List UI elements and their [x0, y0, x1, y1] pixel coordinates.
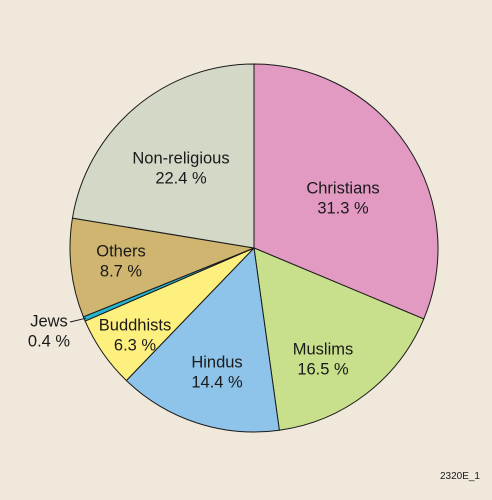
slice-name: Non-religious: [132, 150, 229, 168]
slice-name: Christians: [306, 180, 379, 198]
slice-value: 8.7 %: [100, 262, 143, 280]
slice-others: [69, 217, 255, 318]
slice-value: 22.4 %: [155, 169, 207, 187]
slice-muslims: [253, 247, 425, 431]
slice-label-buddhists: Buddhists 6.3 %: [99, 317, 171, 355]
leader-line-jews: [69, 317, 87, 323]
slice-label-hindus: Hindus 14.4 %: [191, 354, 243, 392]
slice-name: Others: [96, 243, 146, 261]
slice-value: 0.4 %: [28, 332, 71, 350]
slice-name: Muslims: [293, 341, 354, 359]
slice-label-others: Others 8.7 %: [96, 243, 146, 281]
slice-label-non-religious: Non-religious 22.4 %: [132, 150, 229, 188]
slice-value: 16.5 %: [297, 360, 349, 378]
slice-name: Buddhists: [99, 317, 171, 335]
slice-label-jews: Jews 0.4 %: [28, 313, 71, 351]
slice-hindus: [125, 247, 280, 433]
slice-label-muslims: Muslims 16.5 %: [293, 341, 354, 379]
slice-christians: [253, 63, 439, 320]
slice-value: 14.4 %: [191, 373, 243, 391]
figure-id: 2320E_1: [439, 471, 480, 482]
slice-value: 6.3 %: [114, 336, 157, 354]
slice-name: Jews: [30, 313, 68, 331]
slice-name: Hindus: [191, 354, 242, 372]
slice-label-christians: Christians 31.3 %: [306, 180, 379, 218]
slice-value: 31.3 %: [317, 199, 369, 217]
slice-non-religious: [71, 63, 255, 249]
